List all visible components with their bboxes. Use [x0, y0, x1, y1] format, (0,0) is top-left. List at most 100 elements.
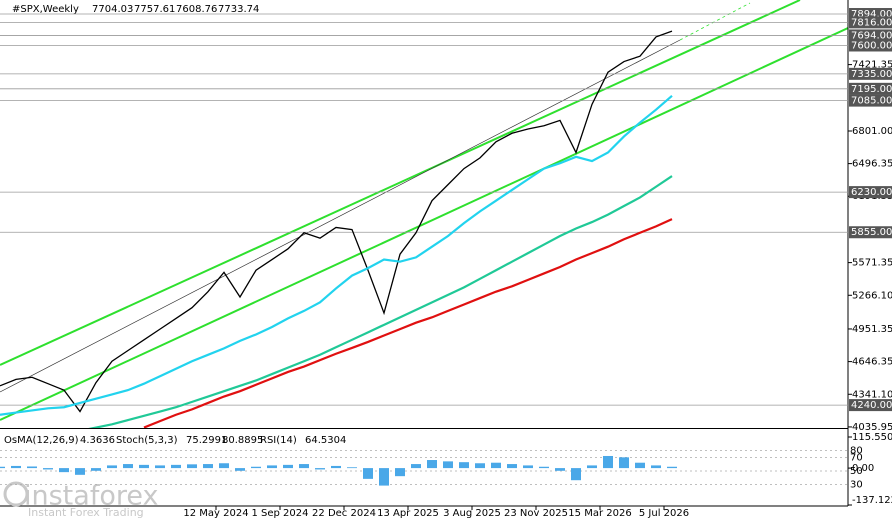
series-line [0, 94, 673, 416]
osma-bar [667, 466, 677, 469]
osma-bar [379, 468, 389, 486]
indicator-level-label: 70 [850, 452, 863, 463]
level-label: 7085.00 [851, 96, 892, 107]
y-tick-label: 4035.95 [852, 422, 892, 433]
level-label: 7195.00 [851, 84, 892, 95]
x-tick-label: 3 Aug 2025 [443, 508, 501, 519]
osma-bar [443, 461, 453, 469]
watermark-sub: Instant Forex Trading [28, 506, 144, 519]
level-box [849, 16, 892, 29]
indicator-level-label: 80 [850, 446, 863, 457]
rsi-value: 64.5304 [305, 435, 346, 446]
y-tick-label: 6801.00 [852, 126, 892, 137]
osma-bar [251, 466, 261, 469]
x-tick-label: 15 Mar 2026 [568, 508, 631, 519]
y-tick-label: 6496.35 [852, 159, 892, 170]
osma-bar [603, 455, 613, 469]
osma-bar [507, 464, 517, 469]
stoch-main: 75.2991 [186, 435, 227, 446]
channel-ext [679, 2, 751, 41]
indicator-tick-label: -137.1228 [852, 495, 892, 506]
indicator-level-label: 30 [850, 480, 863, 491]
level-box [849, 39, 892, 52]
osma-bar [315, 468, 325, 470]
channel [0, 0, 848, 421]
osma-bar [139, 464, 149, 469]
osma-bar [363, 468, 373, 479]
level-box [849, 67, 892, 80]
x-tick-label: 5 Jul 2026 [639, 508, 689, 519]
level-label: 6230.00 [851, 187, 892, 198]
header-close: 7733.74 [218, 4, 259, 15]
y-tick-label: 4341.10 [852, 389, 892, 400]
osma-bar [0, 466, 5, 469]
x-tick-label: 13 Apr 2025 [377, 508, 439, 519]
osma-bar [555, 468, 565, 471]
level-box [849, 8, 892, 21]
y-tick-label: 7421.35 [852, 60, 892, 71]
osma-bar [43, 468, 53, 470]
level-label: 7816.00 [851, 17, 892, 28]
osma-bar [427, 460, 437, 469]
channel-lower [0, 27, 848, 421]
level-label: 7600.00 [851, 40, 892, 51]
osma-bar [267, 465, 277, 469]
series-line [88, 175, 673, 428]
y-tick-label: 4951.35 [852, 324, 892, 335]
x-tick-label: 12 May 2024 [183, 508, 248, 519]
series-line [0, 30, 673, 413]
osma-bar [187, 464, 197, 469]
channel-upper [0, 0, 801, 366]
osma-bar [395, 468, 405, 477]
osma-bar [651, 465, 661, 469]
x-tick-label: 23 Nov 2025 [504, 508, 568, 519]
plot [0, 30, 673, 428]
x-tick-label: 1 Sep 2024 [251, 508, 308, 519]
watermark-logo [3, 481, 29, 507]
osma-bar [619, 457, 629, 469]
stoch-title: Stoch(5,3,3) [116, 435, 178, 446]
osma-bar [155, 465, 165, 469]
osma-bar [203, 464, 213, 469]
osma-bar [475, 463, 485, 469]
channel-mid [0, 39, 681, 393]
osma-bar [587, 465, 597, 469]
osma-bar [235, 468, 245, 471]
stoch-signal: 80.8895 [222, 435, 263, 446]
indicator-level-label: 50 [850, 466, 863, 477]
indicator-tick-label: 115.5501 [852, 432, 892, 443]
level-box [849, 226, 892, 239]
y-tick-label: 4646.35 [852, 357, 892, 368]
level-box [849, 29, 892, 42]
y-tick-label: 5571.35 [852, 258, 892, 269]
osma-bar [539, 466, 549, 469]
osma-bar [91, 468, 101, 471]
rsi-title: RSI(14) [260, 435, 297, 446]
osma-bar [347, 467, 357, 469]
osma-bar [283, 464, 293, 469]
level-box [849, 399, 892, 412]
watermark: instaforex [24, 481, 158, 512]
header-open: 7704.03 [92, 4, 133, 15]
osma-title: OsMA(12,26,9) [4, 435, 79, 446]
level-label: 7335.00 [851, 69, 892, 80]
osma-bar [411, 464, 421, 469]
header-low: 7608.76 [176, 4, 217, 15]
level-label: 7894.00 [851, 9, 892, 20]
osma-bar [635, 462, 645, 469]
header-high: 7757.61 [134, 4, 175, 15]
level-box [849, 186, 892, 199]
header-symbol: #SPX,Weekly [12, 4, 79, 15]
osma-bar [523, 465, 533, 469]
osma-bar [491, 462, 501, 469]
indicator-plot [0, 455, 677, 486]
osma-bar [299, 464, 309, 469]
osma-bar [27, 466, 37, 469]
osma-bar [75, 468, 85, 475]
osma-bar [331, 465, 341, 469]
osma-bar [59, 468, 69, 473]
osma-value: 4.3636 [80, 435, 115, 446]
